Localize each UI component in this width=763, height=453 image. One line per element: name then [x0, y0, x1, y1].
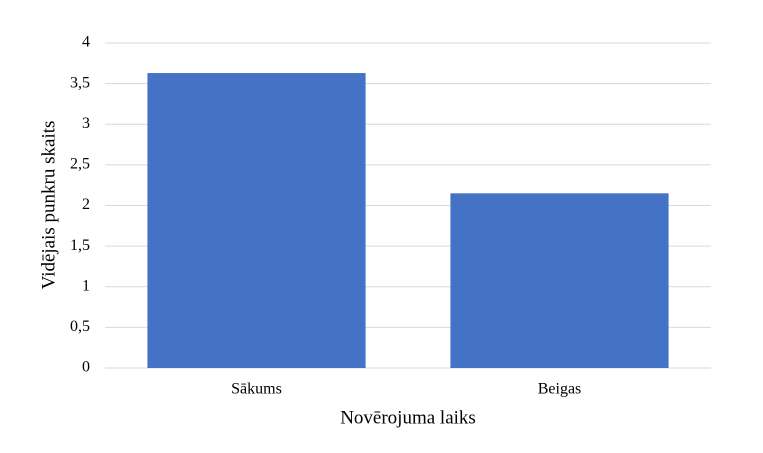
bar: [147, 73, 366, 368]
y-axis-title: Vidējais punkru skaits: [38, 121, 59, 290]
y-tick-label: 0,5: [70, 318, 90, 335]
x-tick-label: Sākums: [231, 381, 282, 398]
y-tick-label: 1: [82, 277, 90, 294]
y-tick-label: 2: [82, 196, 90, 213]
y-tick-label: 2,5: [70, 156, 90, 173]
x-axis-title: Novērojuma laiks: [340, 407, 476, 428]
y-tick-label: 3: [82, 115, 90, 132]
y-tick-label: 1,5: [70, 237, 90, 254]
y-tick-label: 3,5: [70, 74, 90, 91]
y-tick-label: 4: [82, 34, 90, 51]
y-tick-label: 0: [82, 359, 90, 376]
bar: [450, 193, 669, 368]
x-tick-label: Beigas: [538, 381, 582, 398]
